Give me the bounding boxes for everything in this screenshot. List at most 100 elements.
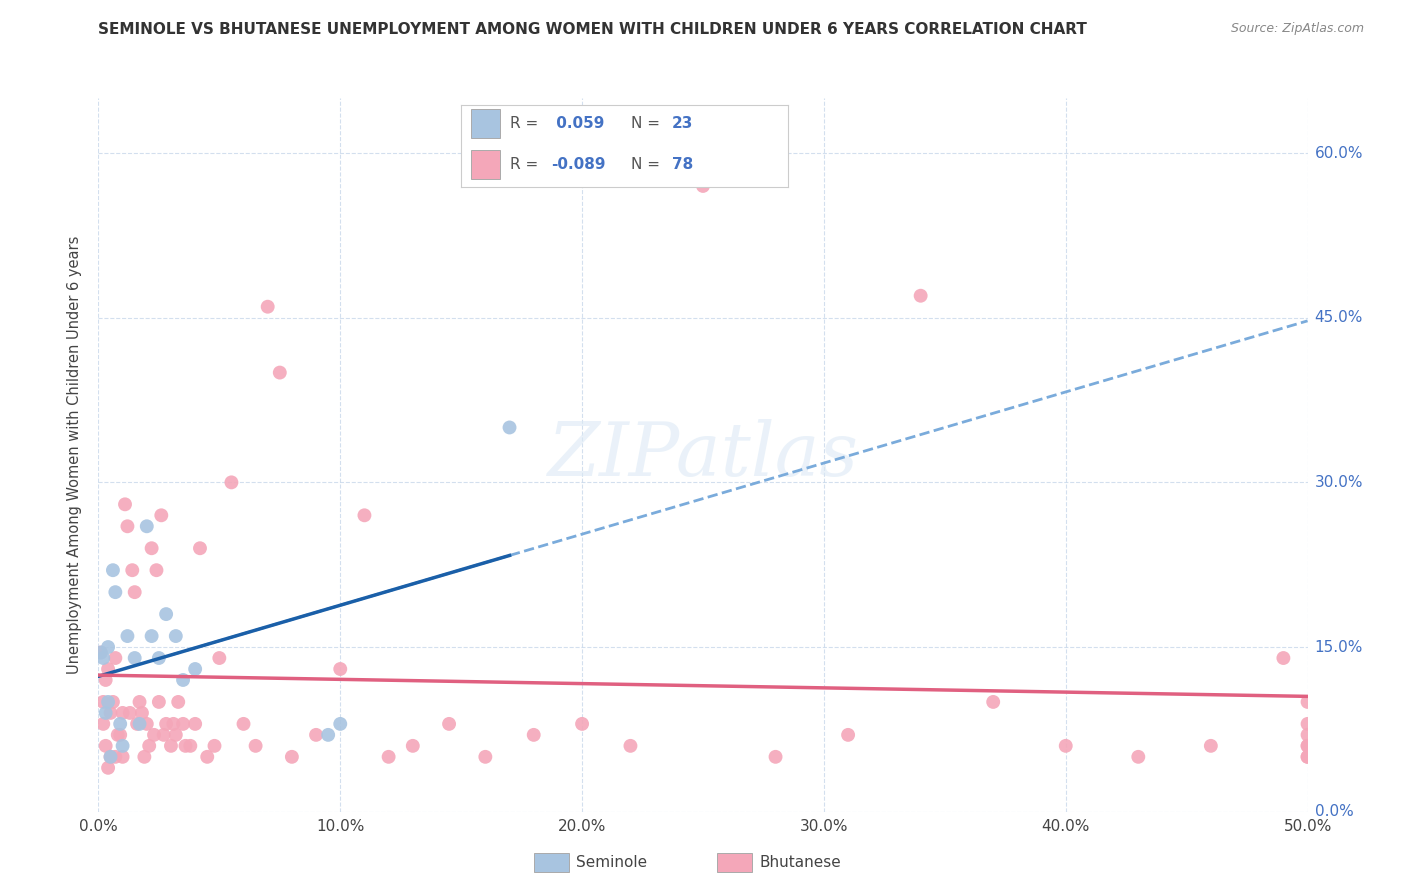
- Text: 78: 78: [672, 157, 693, 172]
- Point: [1054, 739, 1077, 753]
- Point: [138, 739, 160, 753]
- Point: [910, 289, 932, 303]
- Point: [90, 646, 112, 660]
- Point: [127, 717, 149, 731]
- Point: [117, 519, 139, 533]
- Point: [377, 749, 399, 764]
- Text: Source: ZipAtlas.com: Source: ZipAtlas.com: [1230, 22, 1364, 36]
- Point: [305, 728, 328, 742]
- Point: [619, 739, 641, 753]
- Point: [94, 706, 117, 720]
- Text: SEMINOLE VS BHUTANESE UNEMPLOYMENT AMONG WOMEN WITH CHILDREN UNDER 6 YEARS CORRE: SEMINOLE VS BHUTANESE UNEMPLOYMENT AMONG…: [98, 22, 1087, 37]
- Point: [128, 717, 150, 731]
- Point: [1272, 651, 1295, 665]
- Point: [104, 585, 127, 599]
- Point: [94, 673, 117, 687]
- Text: R =: R =: [510, 116, 543, 131]
- Point: [150, 508, 173, 523]
- Point: [128, 695, 150, 709]
- Bar: [471, 151, 501, 179]
- Point: [167, 695, 190, 709]
- Point: [148, 651, 170, 665]
- Text: 15.0%: 15.0%: [1315, 640, 1362, 655]
- Point: [117, 629, 139, 643]
- Point: [1296, 728, 1319, 742]
- Text: 45.0%: 45.0%: [1315, 310, 1362, 326]
- Point: [155, 717, 177, 731]
- Point: [152, 728, 174, 742]
- Point: [121, 563, 143, 577]
- Point: [1296, 695, 1319, 709]
- Text: 30.0%: 30.0%: [1315, 475, 1362, 490]
- Point: [523, 728, 546, 742]
- Point: [329, 717, 352, 731]
- Point: [1199, 739, 1222, 753]
- Point: [204, 739, 226, 753]
- Point: [1296, 749, 1319, 764]
- Text: Bhutanese: Bhutanese: [759, 855, 841, 870]
- Text: ZIPatlas: ZIPatlas: [547, 418, 859, 491]
- Point: [474, 749, 496, 764]
- Point: [165, 728, 187, 742]
- Point: [104, 749, 127, 764]
- Point: [90, 646, 112, 660]
- Point: [91, 651, 114, 665]
- Text: -0.089: -0.089: [551, 157, 606, 172]
- Point: [101, 563, 124, 577]
- Point: [256, 300, 278, 314]
- Point: [184, 717, 207, 731]
- Point: [107, 728, 129, 742]
- Point: [148, 695, 170, 709]
- Point: [437, 717, 460, 731]
- Text: 0.059: 0.059: [551, 116, 605, 131]
- Point: [281, 749, 304, 764]
- Point: [692, 178, 714, 193]
- Point: [232, 717, 254, 731]
- Point: [101, 695, 124, 709]
- Point: [179, 739, 201, 753]
- Point: [97, 761, 120, 775]
- Point: [1296, 739, 1319, 753]
- Point: [131, 706, 153, 720]
- Text: 0.0%: 0.0%: [1315, 805, 1353, 819]
- Point: [111, 706, 134, 720]
- Text: N =: N =: [631, 157, 665, 172]
- Point: [118, 706, 141, 720]
- Point: [141, 629, 163, 643]
- Point: [91, 695, 114, 709]
- Point: [97, 695, 120, 709]
- Y-axis label: Unemployment Among Women with Children Under 6 years: Unemployment Among Women with Children U…: [67, 235, 83, 674]
- Point: [135, 717, 157, 731]
- Point: [837, 728, 859, 742]
- Text: 60.0%: 60.0%: [1315, 145, 1362, 161]
- Point: [94, 739, 117, 753]
- Point: [108, 717, 131, 731]
- Text: 23: 23: [672, 116, 693, 131]
- Point: [245, 739, 267, 753]
- Point: [135, 519, 157, 533]
- Point: [108, 728, 131, 742]
- Point: [195, 749, 218, 764]
- Point: [155, 607, 177, 621]
- Point: [111, 749, 134, 764]
- Point: [124, 651, 146, 665]
- Point: [221, 475, 243, 490]
- Point: [143, 728, 166, 742]
- Point: [165, 629, 187, 643]
- Point: [208, 651, 231, 665]
- Point: [571, 717, 593, 731]
- Point: [329, 662, 352, 676]
- Point: [402, 739, 425, 753]
- Point: [765, 749, 787, 764]
- Point: [188, 541, 211, 556]
- Point: [141, 541, 163, 556]
- Point: [100, 706, 122, 720]
- Point: [1296, 739, 1319, 753]
- Point: [134, 749, 156, 764]
- Point: [316, 728, 339, 742]
- Point: [100, 749, 122, 764]
- Point: [981, 695, 1004, 709]
- Point: [1296, 717, 1319, 731]
- Point: [498, 420, 520, 434]
- Point: [100, 749, 122, 764]
